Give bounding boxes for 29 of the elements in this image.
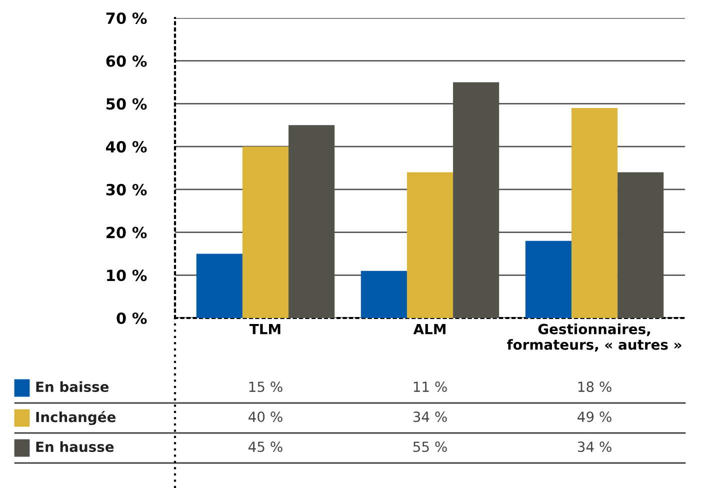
legend-label: Inchangée: [36, 410, 116, 426]
bar: [242, 146, 289, 318]
bar: [406, 172, 454, 318]
bar: [571, 108, 618, 318]
y-tick-label: 20 %: [106, 226, 147, 238]
x-tick-label: Gestionnaires, formateurs, « autres »: [507, 324, 682, 352]
y-tick-label: 60 %: [106, 55, 147, 67]
y-tick-label: 30 %: [106, 184, 147, 196]
bar: [196, 254, 242, 318]
bar: [525, 240, 572, 318]
y-tick-label: 40 %: [106, 141, 147, 153]
y-tick-label: 0 %: [116, 312, 147, 324]
data-label: 34 %: [413, 412, 447, 422]
y-tick-label: 70 %: [106, 12, 147, 24]
x-tick-label: TLM: [249, 324, 280, 334]
data-label: 18 %: [578, 382, 612, 392]
x-tick-label: ALM: [413, 324, 446, 334]
data-label: 40 %: [248, 412, 282, 422]
y-tick-label: 10 %: [107, 270, 147, 282]
bar: [360, 270, 407, 318]
data-label: 11 %: [414, 382, 447, 392]
y-tick-label: 50 %: [106, 98, 147, 110]
data-label: 49 %: [578, 412, 612, 422]
legend-label: En baisse: [36, 381, 109, 392]
data-label: 45 %: [248, 442, 282, 452]
data-label: 34 %: [578, 442, 612, 452]
data-label: 15 %: [249, 382, 282, 392]
legend-label: En hausse: [36, 441, 114, 452]
data-label: 55 %: [413, 442, 447, 452]
